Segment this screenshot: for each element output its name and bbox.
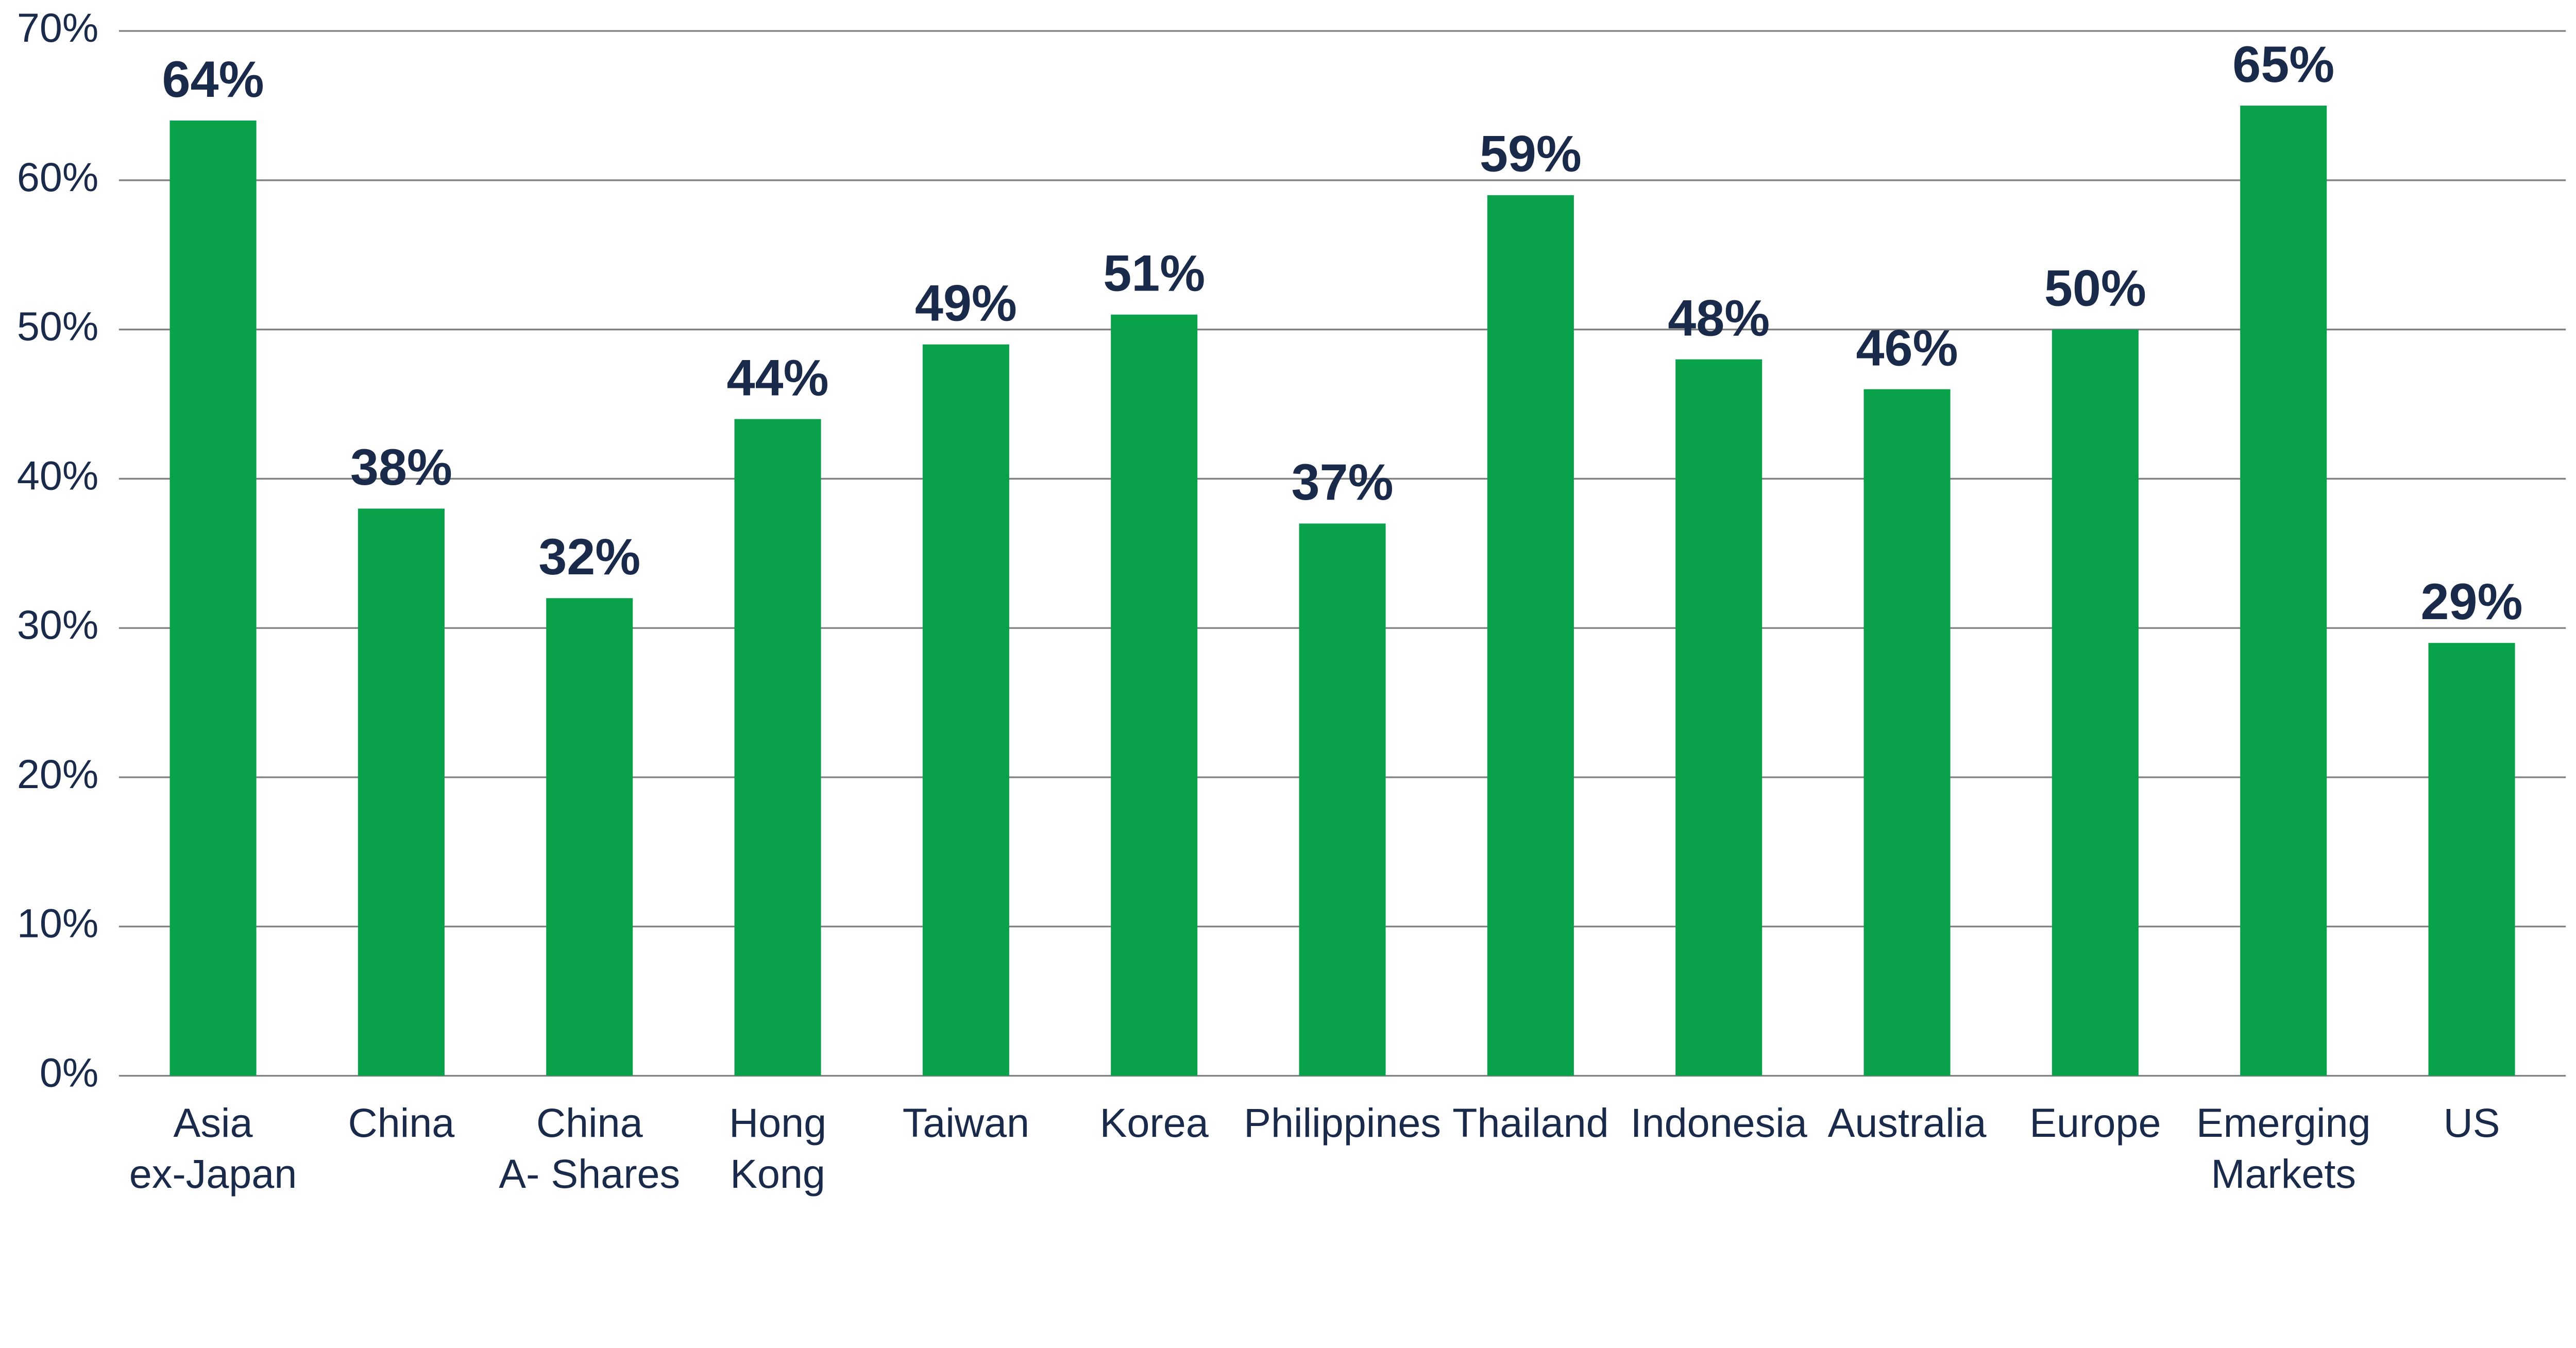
category-label: Korea: [1100, 1100, 1209, 1146]
bar-value-label: 44%: [727, 349, 829, 406]
bar-value-label: 32%: [538, 528, 640, 585]
category-label: Australia: [1828, 1100, 1987, 1146]
category-label: Indonesia: [1631, 1100, 1808, 1146]
bar-value-label: 65%: [2232, 36, 2334, 93]
category-label: Markets: [2211, 1151, 2355, 1197]
category-label: Emerging: [2196, 1100, 2371, 1146]
y-tick-label: 0%: [40, 1049, 98, 1095]
category-label: Europe: [2029, 1100, 2161, 1146]
bar-value-label: 29%: [2421, 573, 2523, 630]
category-label: Thailand: [1452, 1100, 1609, 1146]
y-tick-label: 50%: [17, 303, 98, 349]
category-label: ex-Japan: [129, 1151, 297, 1197]
bar: [1487, 195, 1574, 1076]
bar: [1299, 523, 1386, 1076]
bar: [546, 598, 633, 1076]
category-label: A- Shares: [499, 1151, 680, 1197]
bar-value-label: 38%: [350, 438, 452, 496]
category-label: China: [348, 1100, 455, 1146]
y-tick-label: 60%: [17, 154, 98, 200]
bar: [1864, 389, 1951, 1076]
y-tick-label: 10%: [17, 900, 98, 946]
bar-value-label: 48%: [1668, 289, 1770, 346]
bar: [2240, 106, 2327, 1076]
bar-value-label: 50%: [2044, 260, 2146, 317]
bar-value-label: 51%: [1103, 245, 1205, 302]
category-label: China: [536, 1100, 643, 1146]
y-tick-label: 20%: [17, 751, 98, 797]
bar: [1111, 315, 1197, 1076]
category-label: US: [2444, 1100, 2500, 1146]
bar: [2429, 643, 2515, 1076]
bar-value-label: 64%: [162, 50, 264, 108]
bar: [170, 121, 257, 1076]
y-tick-label: 30%: [17, 602, 98, 647]
y-tick-label: 40%: [17, 452, 98, 498]
category-label: Taiwan: [903, 1100, 1029, 1146]
chart-svg: 0% 10% 20% 30% 40% 50% 60% 70% 64% Asia ex-Japan 38…: [0, 0, 2576, 1348]
bar: [735, 419, 821, 1076]
bar-value-label: 49%: [915, 274, 1017, 331]
bar: [2052, 330, 2139, 1076]
bar: [358, 508, 445, 1076]
bar-value-label: 46%: [1856, 319, 1958, 376]
bar: [923, 345, 1009, 1076]
bar-chart: 0% 10% 20% 30% 40% 50% 60% 70% 64% Asia ex-Japan 38…: [0, 0, 2576, 1348]
y-tick-label: 70%: [17, 5, 98, 50]
category-label: Kong: [730, 1151, 825, 1197]
bar: [1675, 360, 1762, 1076]
category-label: Philippines: [1244, 1100, 1441, 1146]
bar-value-label: 37%: [1292, 453, 1394, 510]
bar-value-label: 59%: [1480, 125, 1582, 182]
category-label: Asia: [174, 1100, 253, 1146]
category-label: Hong: [729, 1100, 826, 1146]
